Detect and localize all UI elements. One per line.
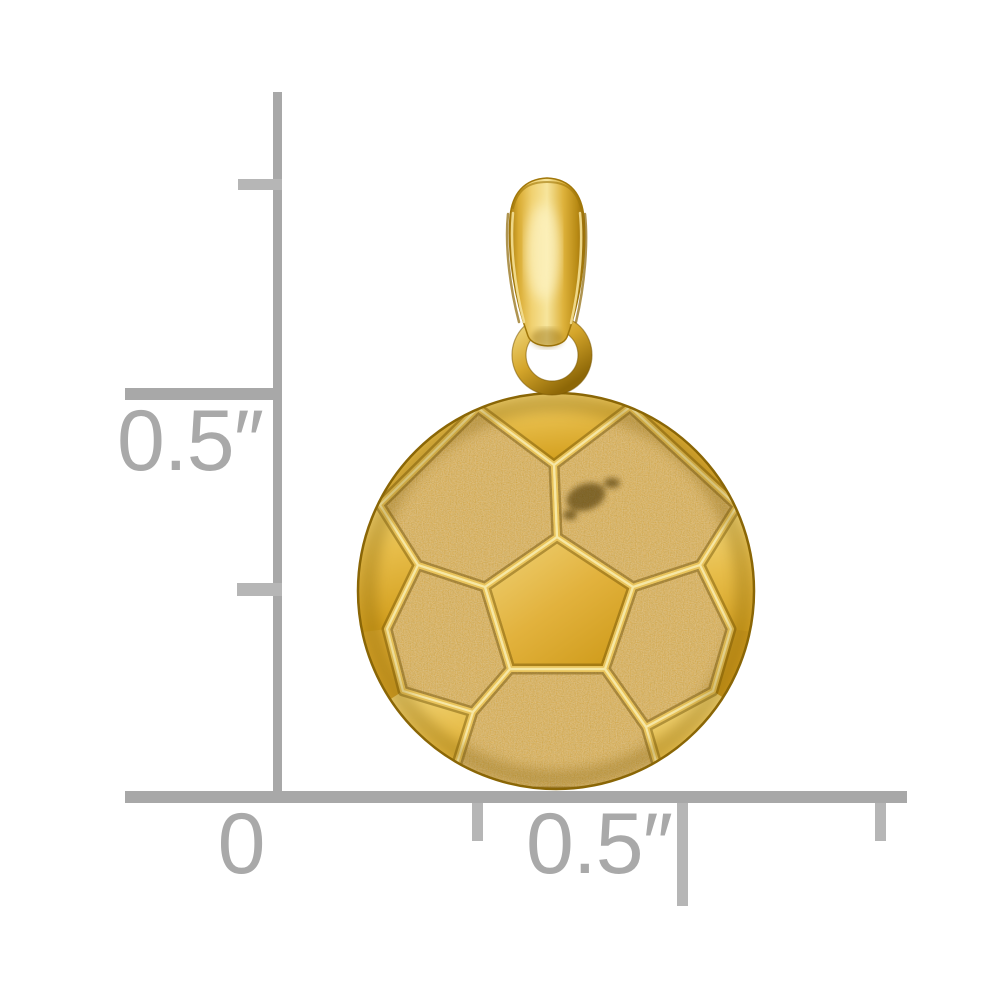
soccer-ball-pentagon: [358, 505, 418, 640]
ruler-tick-three-quarter: [875, 803, 886, 841]
ruler-tick-three-quarter: [238, 179, 282, 190]
ruler-tick-half: [677, 803, 688, 906]
ruler-tick-half: [125, 388, 282, 400]
ruler-tick-quarter: [237, 583, 282, 596]
soccer-ball-hexagon-panels: [380, 407, 737, 789]
soccer-ball-center-pentagon: [485, 537, 633, 669]
tarnish-spot: [563, 478, 620, 520]
bail-highlight: [526, 204, 560, 300]
horizontal-ruler-label: 0.5″: [526, 796, 673, 892]
soccer-ball-seams: [374, 401, 743, 789]
vertical-ruler-line: [273, 92, 282, 803]
vertical-ruler-label: 0.5″: [117, 393, 264, 489]
ruler-tick-quarter: [472, 803, 483, 841]
soccer-ball-hexagon: [554, 407, 737, 587]
soccer-ball-hexagon: [448, 669, 665, 789]
pendant-bail: [505, 177, 588, 348]
soccer-ball-hexagon: [605, 565, 731, 727]
horizontal-ruler-line: [125, 791, 907, 803]
soccer-ball-hexagon: [387, 565, 510, 712]
horizontal-ruler-zero-label: 0: [217, 796, 266, 892]
ball-rim-shadow: [359, 394, 753, 788]
soccer-ball-hexagon: [380, 408, 557, 587]
soccer-ball: [356, 391, 756, 791]
